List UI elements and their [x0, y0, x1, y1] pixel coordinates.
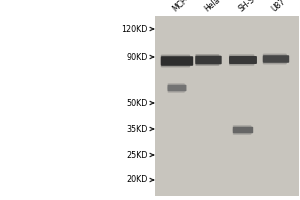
Text: SH-SY5Y: SH-SY5Y — [237, 0, 268, 14]
Text: Hela: Hela — [203, 0, 222, 14]
FancyBboxPatch shape — [233, 125, 251, 132]
FancyBboxPatch shape — [263, 57, 287, 64]
FancyBboxPatch shape — [233, 127, 253, 133]
FancyBboxPatch shape — [161, 58, 190, 67]
FancyBboxPatch shape — [168, 86, 185, 93]
FancyBboxPatch shape — [161, 56, 193, 66]
Text: U87: U87 — [270, 0, 288, 14]
FancyBboxPatch shape — [195, 57, 219, 66]
FancyBboxPatch shape — [168, 83, 185, 90]
Text: 35KD: 35KD — [127, 124, 148, 134]
FancyBboxPatch shape — [229, 56, 257, 64]
FancyBboxPatch shape — [263, 54, 287, 61]
FancyBboxPatch shape — [168, 85, 187, 91]
FancyBboxPatch shape — [195, 56, 222, 64]
Text: MCF-7: MCF-7 — [171, 0, 195, 14]
Text: 90KD: 90KD — [127, 52, 148, 62]
FancyBboxPatch shape — [229, 58, 254, 66]
Bar — [154, 16, 298, 196]
FancyBboxPatch shape — [161, 55, 190, 64]
FancyBboxPatch shape — [233, 128, 251, 135]
Text: 25KD: 25KD — [126, 150, 148, 160]
Text: 20KD: 20KD — [127, 176, 148, 184]
FancyBboxPatch shape — [263, 55, 289, 63]
Text: 120KD: 120KD — [122, 24, 148, 33]
FancyBboxPatch shape — [229, 54, 254, 62]
Text: 50KD: 50KD — [127, 98, 148, 108]
FancyBboxPatch shape — [195, 54, 219, 63]
